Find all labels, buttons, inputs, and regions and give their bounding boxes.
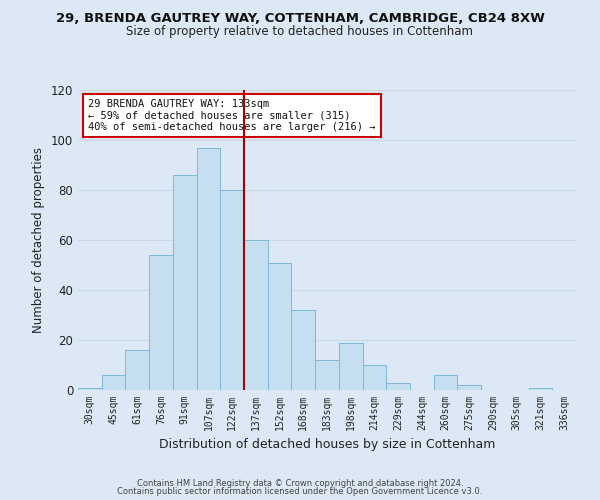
Bar <box>125 350 149 390</box>
Bar <box>434 375 457 390</box>
Y-axis label: Number of detached properties: Number of detached properties <box>32 147 45 333</box>
Bar <box>197 148 220 390</box>
Bar <box>315 360 339 390</box>
Bar <box>362 365 386 390</box>
Bar <box>457 385 481 390</box>
Bar <box>292 310 315 390</box>
Bar <box>78 388 102 390</box>
Bar <box>386 382 410 390</box>
Bar <box>220 190 244 390</box>
Bar <box>102 375 125 390</box>
Text: Size of property relative to detached houses in Cottenham: Size of property relative to detached ho… <box>127 25 473 38</box>
Bar <box>244 240 268 390</box>
Bar <box>149 255 173 390</box>
Text: 29 BRENDA GAUTREY WAY: 133sqm
← 59% of detached houses are smaller (315)
40% of : 29 BRENDA GAUTREY WAY: 133sqm ← 59% of d… <box>88 99 376 132</box>
Bar <box>339 342 362 390</box>
Text: Contains public sector information licensed under the Open Government Licence v3: Contains public sector information licen… <box>118 487 482 496</box>
Text: Contains HM Land Registry data © Crown copyright and database right 2024.: Contains HM Land Registry data © Crown c… <box>137 478 463 488</box>
Bar <box>529 388 552 390</box>
Bar <box>173 175 197 390</box>
Text: 29, BRENDA GAUTREY WAY, COTTENHAM, CAMBRIDGE, CB24 8XW: 29, BRENDA GAUTREY WAY, COTTENHAM, CAMBR… <box>56 12 544 26</box>
Bar <box>268 262 292 390</box>
X-axis label: Distribution of detached houses by size in Cottenham: Distribution of detached houses by size … <box>159 438 495 452</box>
